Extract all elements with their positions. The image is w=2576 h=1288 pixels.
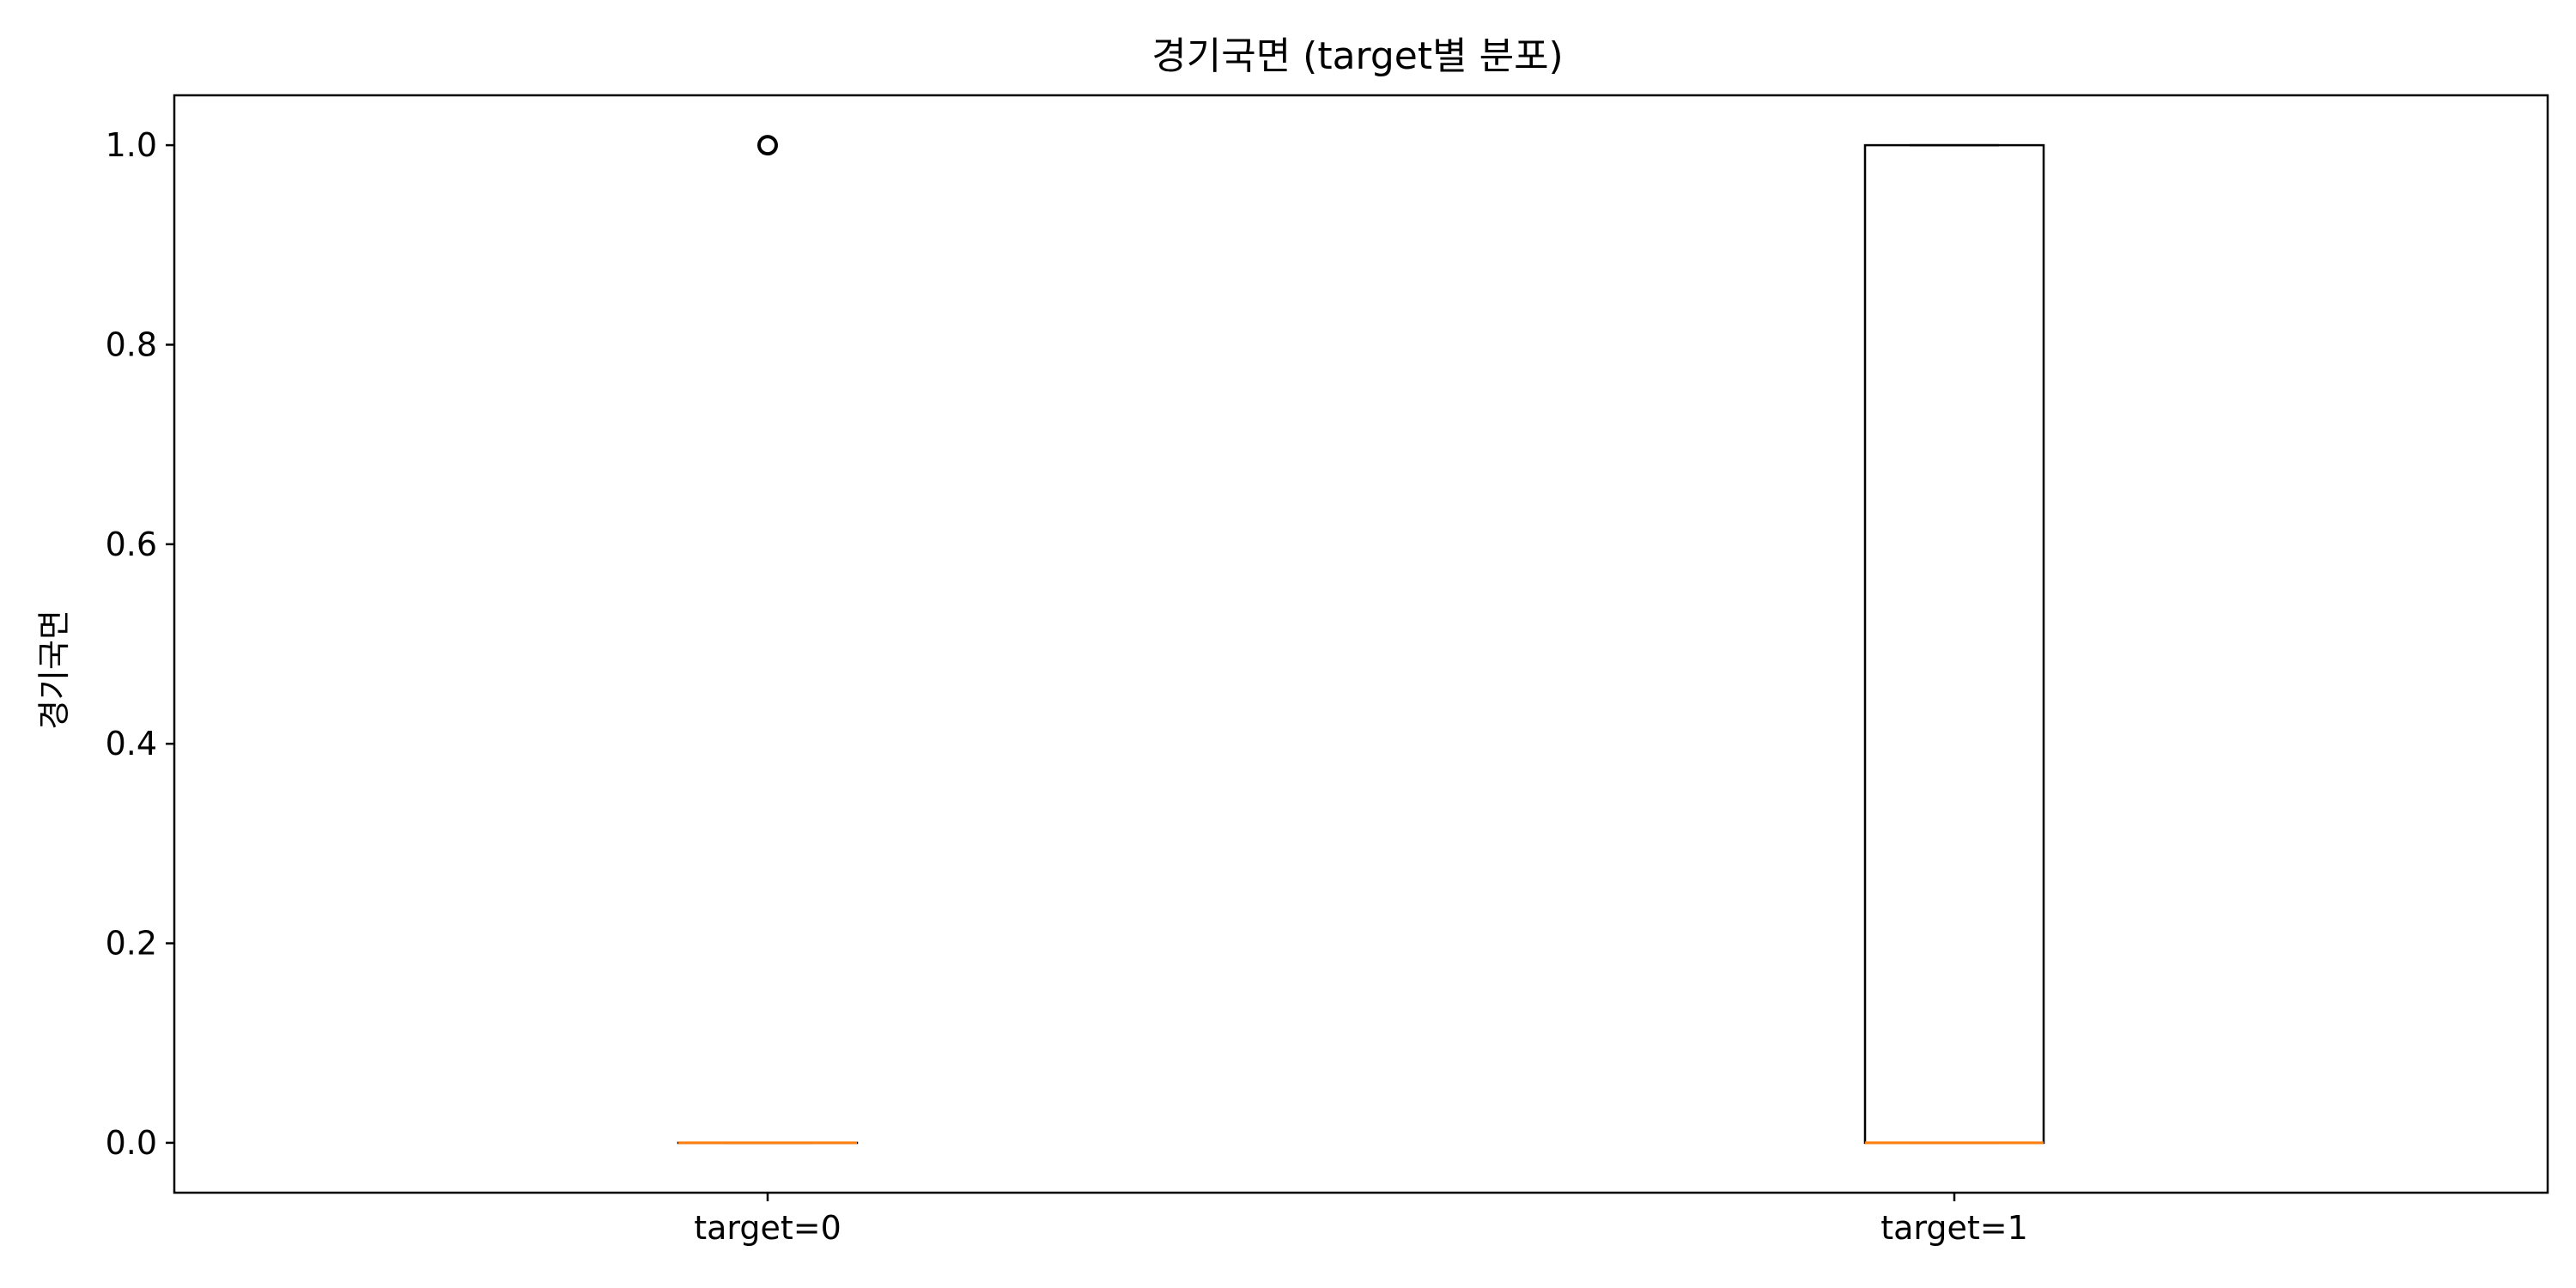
box-iqr (1863, 143, 2045, 1145)
y-tick-label: 0.2 (106, 925, 157, 963)
y-tick-label: 1.0 (106, 126, 157, 164)
chart-title: 경기국면 (target별 분포) (1151, 34, 1563, 78)
x-tick-label: target=0 (694, 1209, 841, 1247)
x-tick-label: target=1 (1880, 1209, 2028, 1247)
y-tick-label: 0.8 (106, 325, 157, 363)
outlier-point (757, 135, 778, 156)
plot-area: 0.0 0.2 0.4 0.6 0.8 1.0 target=0 target=1 (106, 94, 2549, 1247)
y-tick-label: 0.6 (106, 526, 157, 563)
axes-frame (173, 94, 2549, 1194)
y-tick-label: 0.4 (106, 725, 157, 762)
y-tick-label: 0.0 (106, 1124, 157, 1162)
y-axis-label: 경기국면 (35, 610, 73, 730)
